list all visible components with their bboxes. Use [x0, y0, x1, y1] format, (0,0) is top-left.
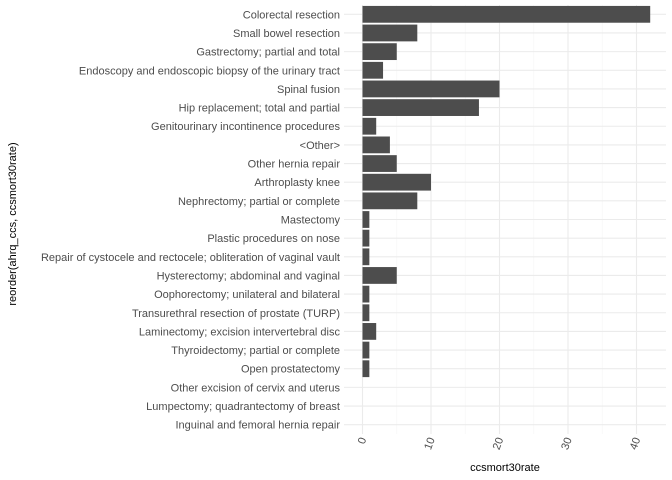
bar	[362, 323, 377, 340]
y-tick-label: Gastrectomy; partial and total	[196, 47, 340, 59]
bar	[362, 43, 397, 61]
grid-lines	[344, 5, 666, 434]
y-tick-label: Other excision of cervix and uterus	[171, 382, 341, 394]
y-tick-label: Repair of cystocele and rectocele; oblit…	[41, 252, 340, 264]
bar	[362, 24, 418, 42]
y-tick-label: Arthroplasty knee	[254, 177, 340, 189]
y-tick-label: Colorectal resection	[243, 9, 340, 21]
x-tick-label: 30	[559, 436, 574, 452]
bar	[362, 99, 479, 116]
bar	[362, 285, 370, 303]
y-tick-label: <Other>	[300, 140, 340, 152]
bars	[362, 5, 651, 378]
bar	[362, 136, 390, 154]
y-tick-label: Small bowel resection	[233, 28, 340, 40]
y-tick-label: Other hernia repair	[248, 159, 341, 171]
bar	[362, 248, 370, 266]
x-tick-label: 40	[628, 436, 643, 452]
bar	[362, 117, 377, 135]
y-tick-label: Nephrectomy; partial or complete	[178, 196, 340, 208]
y-tick-label: Hip replacement; total and partial	[179, 103, 340, 115]
x-tick-label: 0	[356, 436, 369, 446]
y-tick-label: Thyroidectomy; partial or complete	[171, 345, 340, 357]
bar	[362, 5, 651, 23]
y-tick-label: Hysterectomy; abdominal and vaginal	[157, 270, 340, 282]
x-tick-label: 10	[422, 436, 437, 452]
y-tick-label: Oophorectomy; unilateral and bilateral	[154, 289, 340, 301]
x-axis-title: ccsmort30rate	[470, 462, 540, 474]
x-tick-label: 20	[491, 436, 506, 452]
y-tick-label: Genitourinary incontinence procedures	[151, 121, 340, 133]
y-tick-label: Transurethral resection of prostate (TUR…	[132, 308, 340, 320]
bar	[362, 341, 370, 359]
bar	[362, 211, 370, 228]
bar	[362, 155, 397, 172]
y-tick-label: Laminectomy; excision intervertebral dis…	[139, 326, 341, 338]
bar	[362, 61, 384, 79]
x-tick-labels: 0 10 20 30 40	[356, 436, 643, 452]
y-tick-label: Plastic procedures on nose	[207, 233, 340, 245]
bar	[362, 173, 431, 191]
y-tick-label: Open prostatectomy	[241, 364, 341, 376]
y-tick-label: Spinal fusion	[277, 84, 340, 96]
y-axis-title: reorder(ahrq_ccs, ccsmort30rate)	[7, 142, 19, 305]
y-tick-label: Inguinal and femoral hernia repair	[176, 420, 341, 432]
bar	[362, 192, 418, 210]
bar	[362, 304, 370, 322]
y-tick-label: Endoscopy and endoscopic biopsy of the u…	[79, 65, 340, 77]
bar	[362, 360, 370, 378]
y-tick-label: Mastectomy	[281, 215, 341, 227]
bar	[362, 229, 370, 247]
y-tick-label: Lumpectomy; quadrantectomy of breast	[146, 401, 340, 413]
bar	[362, 80, 500, 98]
bar	[362, 267, 397, 284]
y-tick-labels: Colorectal resection Small bowel resectio…	[41, 9, 341, 431]
